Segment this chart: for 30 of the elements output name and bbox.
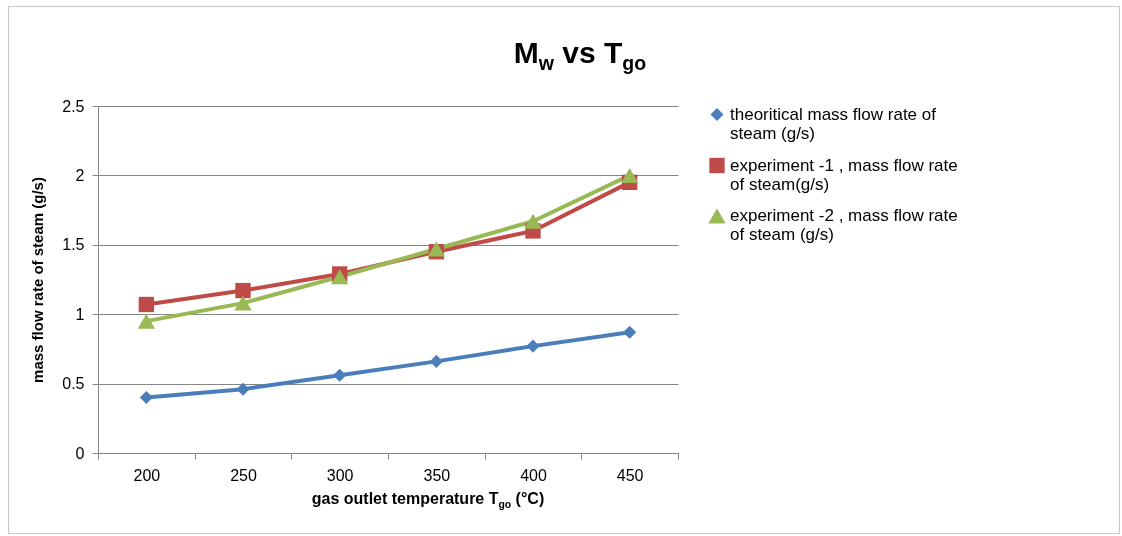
x-tick-label: 450 xyxy=(616,466,644,484)
y-tick-label: 1.5 xyxy=(62,236,85,254)
y-tick-label: 2.5 xyxy=(62,97,85,115)
point xyxy=(621,167,639,183)
x-tick-label: 350 xyxy=(423,466,451,484)
point xyxy=(234,295,252,311)
legend-label: theoritical mass flow rate of steam (g/s) xyxy=(730,104,937,143)
chart-title: M$_{w}$ vs T$_{go}$ xyxy=(512,36,648,75)
point xyxy=(139,390,153,404)
point xyxy=(236,382,250,396)
point xyxy=(333,368,347,382)
legend-label: experiment -2 , mass flow rate of steam (g/s) xyxy=(730,206,958,244)
legend-label: experiment -1 , mass flow rate of steam(g/s) xyxy=(730,155,958,194)
point xyxy=(137,313,155,329)
y-tick-label: 1 xyxy=(75,305,85,323)
x-tick-label: 300 xyxy=(326,466,354,484)
point xyxy=(524,213,542,229)
point xyxy=(138,296,154,313)
x-axis-title: gas outlet temperature T$_{go}$ (°C) xyxy=(310,490,546,511)
point xyxy=(526,339,540,353)
x-tick-label: 250 xyxy=(230,466,257,484)
x-tick-label: 400 xyxy=(520,466,547,484)
y-axis-title: mass flow rate of steam (g/s) xyxy=(29,177,47,383)
y-tick-label: 0 xyxy=(75,444,85,462)
point xyxy=(429,354,443,368)
y-tick-label: 0.5 xyxy=(62,375,85,393)
point xyxy=(623,325,637,339)
point xyxy=(235,282,251,299)
y-tick-label: 2 xyxy=(75,166,85,184)
x-tick-label: 200 xyxy=(133,466,161,484)
